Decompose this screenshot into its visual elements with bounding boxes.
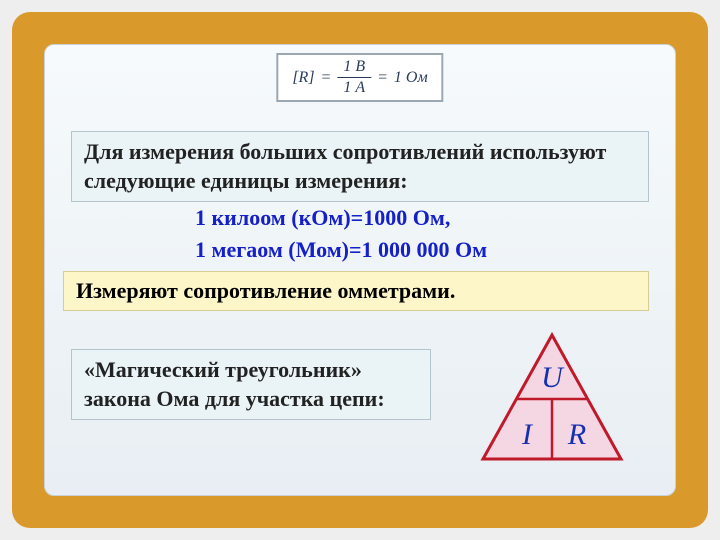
formula-box: [R] = 1 В 1 А = 1 Ом	[276, 53, 443, 102]
magic-triangle: U I R	[477, 329, 627, 469]
formula-denominator: 1 А	[337, 78, 371, 96]
ohmmeter-textbox: Измеряют сопротивление омметрами.	[63, 271, 649, 311]
triangle-text: «Магический треугольник» закона Ома для …	[84, 357, 385, 411]
ohmmeter-text: Измеряют сопротивление омметрами.	[76, 278, 455, 303]
formula-eq2: =	[377, 69, 388, 87]
formula-fraction: 1 В 1 А	[337, 59, 371, 96]
outer-frame: [R] = 1 В 1 А = 1 Ом Для измерения больш…	[12, 12, 708, 528]
slide-card: [R] = 1 В 1 А = 1 Ом Для измерения больш…	[44, 44, 676, 496]
intro-textbox: Для измерения больших сопротивлений испо…	[71, 131, 649, 202]
formula-right: 1 Ом	[394, 69, 428, 87]
triangle-label-u: U	[541, 361, 565, 394]
formula-numerator: 1 В	[337, 59, 371, 78]
triangle-textbox: «Магический треугольник» закона Ома для …	[71, 349, 431, 420]
triangle-label-r: R	[567, 418, 586, 451]
formula-left: [R]	[292, 69, 314, 87]
unit-line-2: 1 мегаом (Мом)=1 000 000 Ом	[195, 237, 487, 263]
intro-text: Для измерения больших сопротивлений испо…	[84, 139, 606, 193]
formula-eq1: =	[321, 69, 332, 87]
unit-line-1: 1 килоом (кОм)=1000 Ом,	[195, 205, 450, 231]
